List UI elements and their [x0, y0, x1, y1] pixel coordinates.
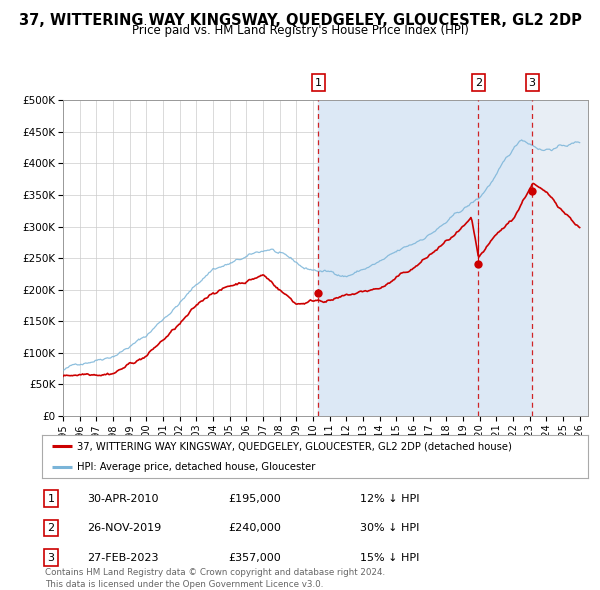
Text: HPI: Average price, detached house, Gloucester: HPI: Average price, detached house, Glou…	[77, 462, 316, 472]
Text: 1: 1	[47, 494, 55, 503]
Text: £357,000: £357,000	[228, 553, 281, 562]
Text: 30-APR-2010: 30-APR-2010	[87, 494, 158, 503]
Text: Contains HM Land Registry data © Crown copyright and database right 2024.
This d: Contains HM Land Registry data © Crown c…	[45, 568, 385, 589]
Text: 37, WITTERING WAY KINGSWAY, QUEDGELEY, GLOUCESTER, GL2 2DP: 37, WITTERING WAY KINGSWAY, QUEDGELEY, G…	[19, 12, 581, 28]
Text: Price paid vs. HM Land Registry's House Price Index (HPI): Price paid vs. HM Land Registry's House …	[131, 24, 469, 37]
Text: 12% ↓ HPI: 12% ↓ HPI	[360, 494, 419, 503]
Text: £240,000: £240,000	[228, 523, 281, 533]
Text: 15% ↓ HPI: 15% ↓ HPI	[360, 553, 419, 562]
Text: 30% ↓ HPI: 30% ↓ HPI	[360, 523, 419, 533]
Text: 2: 2	[475, 78, 482, 87]
Text: 2: 2	[47, 523, 55, 533]
Bar	[532, 100, 588, 416]
Bar	[478, 100, 532, 416]
Text: 37, WITTERING WAY KINGSWAY, QUEDGELEY, GLOUCESTER, GL2 2DP (detached house): 37, WITTERING WAY KINGSWAY, QUEDGELEY, G…	[77, 441, 512, 451]
Text: 3: 3	[529, 78, 536, 87]
Text: 1: 1	[315, 78, 322, 87]
Bar	[532, 100, 588, 416]
Text: 3: 3	[47, 553, 55, 562]
Text: £195,000: £195,000	[228, 494, 281, 503]
Text: 26-NOV-2019: 26-NOV-2019	[87, 523, 161, 533]
Text: 27-FEB-2023: 27-FEB-2023	[87, 553, 158, 562]
Bar	[319, 100, 478, 416]
